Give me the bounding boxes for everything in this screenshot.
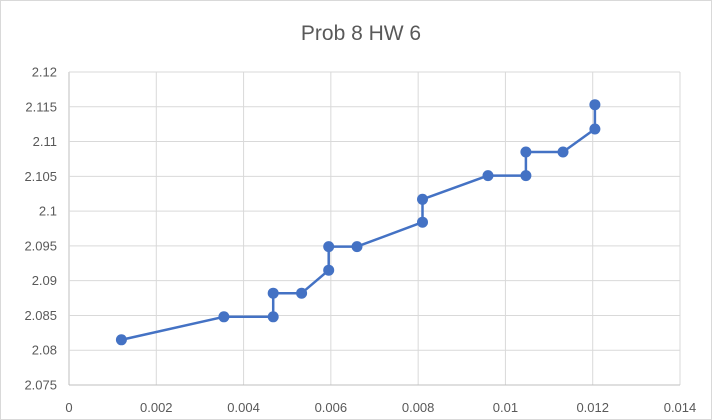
y-tick-label: 2.105 bbox=[24, 169, 57, 184]
data-point bbox=[520, 170, 532, 182]
data-point bbox=[323, 241, 335, 253]
data-point bbox=[351, 241, 363, 253]
data-point bbox=[482, 170, 494, 182]
x-tick-label: 0.008 bbox=[402, 400, 435, 415]
y-tick-label: 2.115 bbox=[25, 99, 57, 114]
x-tick-label: 0.006 bbox=[315, 400, 348, 415]
y-tick-label: 2.1 bbox=[39, 204, 57, 219]
y-tick-label: 2.12 bbox=[32, 65, 57, 80]
data-point bbox=[115, 334, 127, 346]
data-point bbox=[417, 216, 428, 228]
x-tick-label: 0.012 bbox=[576, 400, 609, 415]
series-line bbox=[120, 103, 597, 342]
tick-layer: 0 0.002 0.004 0.006 0.008 0.01 0.012 0.014 2.075… bbox=[24, 65, 696, 416]
grid-layer bbox=[68, 71, 681, 386]
y-tick-label: 2.075 bbox=[24, 378, 57, 393]
data-point bbox=[323, 264, 335, 276]
data-point bbox=[557, 146, 569, 158]
x-tick-label: 0.004 bbox=[227, 400, 260, 415]
data-point bbox=[296, 287, 308, 299]
data-point bbox=[589, 99, 601, 111]
x-tick-label: 0.002 bbox=[140, 400, 173, 415]
x-tick-label: 0.014 bbox=[664, 400, 697, 415]
data-point bbox=[589, 123, 601, 135]
series-layer bbox=[115, 99, 601, 346]
chart-title: Prob 8 HW 6 bbox=[301, 22, 421, 45]
y-tick-label: 2.095 bbox=[24, 238, 57, 253]
y-tick-label: 2.085 bbox=[24, 308, 57, 323]
y-tick-label: 2.11 bbox=[33, 134, 57, 149]
y-tick-label: 2.09 bbox=[32, 273, 57, 288]
data-point bbox=[218, 311, 230, 323]
x-tick-label: 0.01 bbox=[493, 400, 518, 415]
data-point bbox=[267, 287, 279, 299]
data-point bbox=[417, 193, 428, 205]
data-point bbox=[267, 311, 279, 323]
y-tick-label: 2.08 bbox=[32, 343, 57, 358]
data-point bbox=[520, 146, 532, 158]
x-tick-label: 0 bbox=[65, 400, 72, 415]
